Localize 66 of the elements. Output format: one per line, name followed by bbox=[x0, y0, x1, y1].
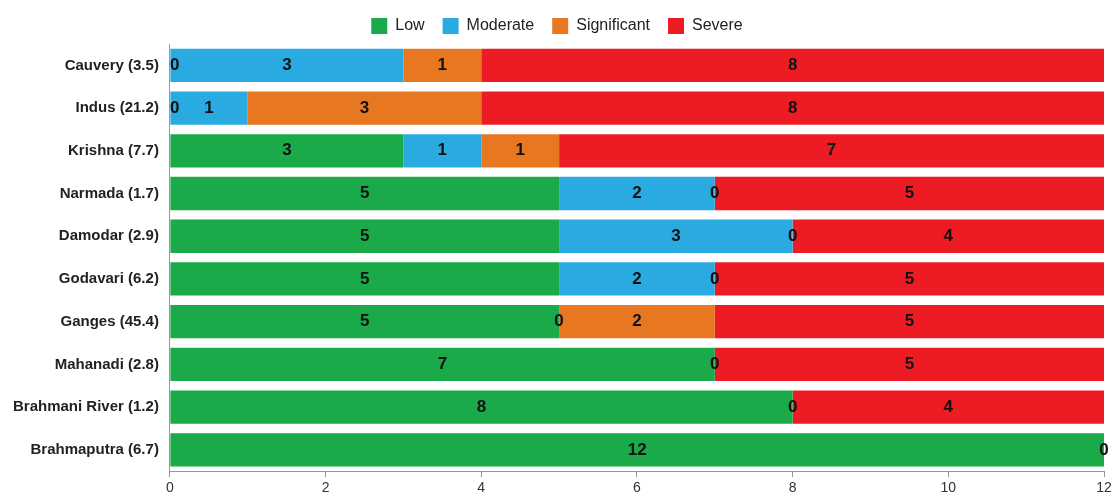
data-label: 5 bbox=[360, 268, 370, 288]
data-label: 5 bbox=[904, 268, 915, 288]
annotation: 0 bbox=[1099, 439, 1109, 459]
data-label: 8 bbox=[787, 97, 798, 117]
x-tick-label: 10 bbox=[940, 479, 957, 496]
bar bbox=[559, 134, 1104, 168]
data-label: 2 bbox=[632, 311, 642, 331]
legend-label: Moderate bbox=[466, 16, 535, 34]
bar bbox=[481, 91, 1104, 125]
data-label: 2 bbox=[632, 183, 642, 203]
bar bbox=[714, 305, 1104, 339]
y-tick-label: Brahmaputra (6.7) bbox=[30, 439, 159, 457]
data-label: 1 bbox=[515, 140, 525, 160]
legend-label: Low bbox=[395, 16, 426, 34]
bar bbox=[170, 48, 404, 83]
bar bbox=[247, 91, 482, 125]
bar bbox=[403, 48, 482, 83]
data-label: 7 bbox=[826, 140, 837, 160]
data-label: 8 bbox=[476, 396, 487, 416]
data-label: 5 bbox=[360, 225, 370, 245]
data-label: 1 bbox=[437, 55, 448, 75]
legend-label: Significant bbox=[576, 16, 651, 34]
data-label: 1 bbox=[204, 97, 214, 117]
data-label: 3 bbox=[359, 97, 370, 117]
data-label: 4 bbox=[943, 396, 954, 416]
data-label: 5 bbox=[904, 354, 915, 374]
bar bbox=[170, 262, 560, 296]
bar bbox=[403, 134, 482, 168]
data-label: 5 bbox=[360, 311, 370, 331]
x-tick-label: 8 bbox=[788, 479, 797, 496]
data-label: 4 bbox=[943, 225, 954, 245]
annotation: 0 bbox=[169, 97, 180, 117]
annotation: 0 bbox=[554, 311, 564, 331]
y-tick-label: Cauvery (3.5) bbox=[64, 55, 159, 73]
data-label: 2 bbox=[632, 268, 642, 288]
data-label: 5 bbox=[904, 183, 915, 203]
bar bbox=[170, 134, 404, 168]
y-tick-label: Narmada (1.7) bbox=[59, 183, 159, 201]
data-label: 8 bbox=[787, 55, 798, 75]
data-label: 1 bbox=[437, 140, 448, 160]
annotation: 0 bbox=[169, 55, 180, 75]
bar bbox=[481, 134, 560, 168]
legend-label: Severe bbox=[692, 16, 743, 34]
y-tick-label: Godavari (6.2) bbox=[58, 269, 159, 287]
x-tick-label: 0 bbox=[165, 479, 174, 496]
data-label: 5 bbox=[360, 183, 370, 203]
y-tick-label: Krishna (7.7) bbox=[68, 140, 159, 158]
data-label: 7 bbox=[437, 354, 448, 374]
bar bbox=[170, 176, 560, 211]
y-tick-label: Indus (21.2) bbox=[75, 98, 159, 116]
x-tick-label: 12 bbox=[1096, 479, 1112, 496]
data-label: 3 bbox=[671, 225, 681, 245]
data-label: 3 bbox=[282, 140, 292, 160]
y-tick-label: Mahanadi (2.8) bbox=[54, 354, 159, 372]
x-tick-label: 2 bbox=[321, 479, 330, 496]
bar bbox=[481, 48, 1104, 83]
bar bbox=[170, 219, 560, 253]
data-label: 3 bbox=[282, 55, 292, 75]
x-tick-label: 6 bbox=[633, 479, 642, 496]
y-tick-label: Brahmani River (1.2) bbox=[12, 397, 159, 415]
x-tick-label: 4 bbox=[477, 479, 486, 496]
y-tick-label: Damodar (2.9) bbox=[58, 226, 159, 244]
y-tick-label: Ganges (45.4) bbox=[60, 311, 159, 329]
data-label: 5 bbox=[904, 311, 915, 331]
bar bbox=[170, 91, 248, 125]
data-label: 12 bbox=[627, 439, 647, 459]
